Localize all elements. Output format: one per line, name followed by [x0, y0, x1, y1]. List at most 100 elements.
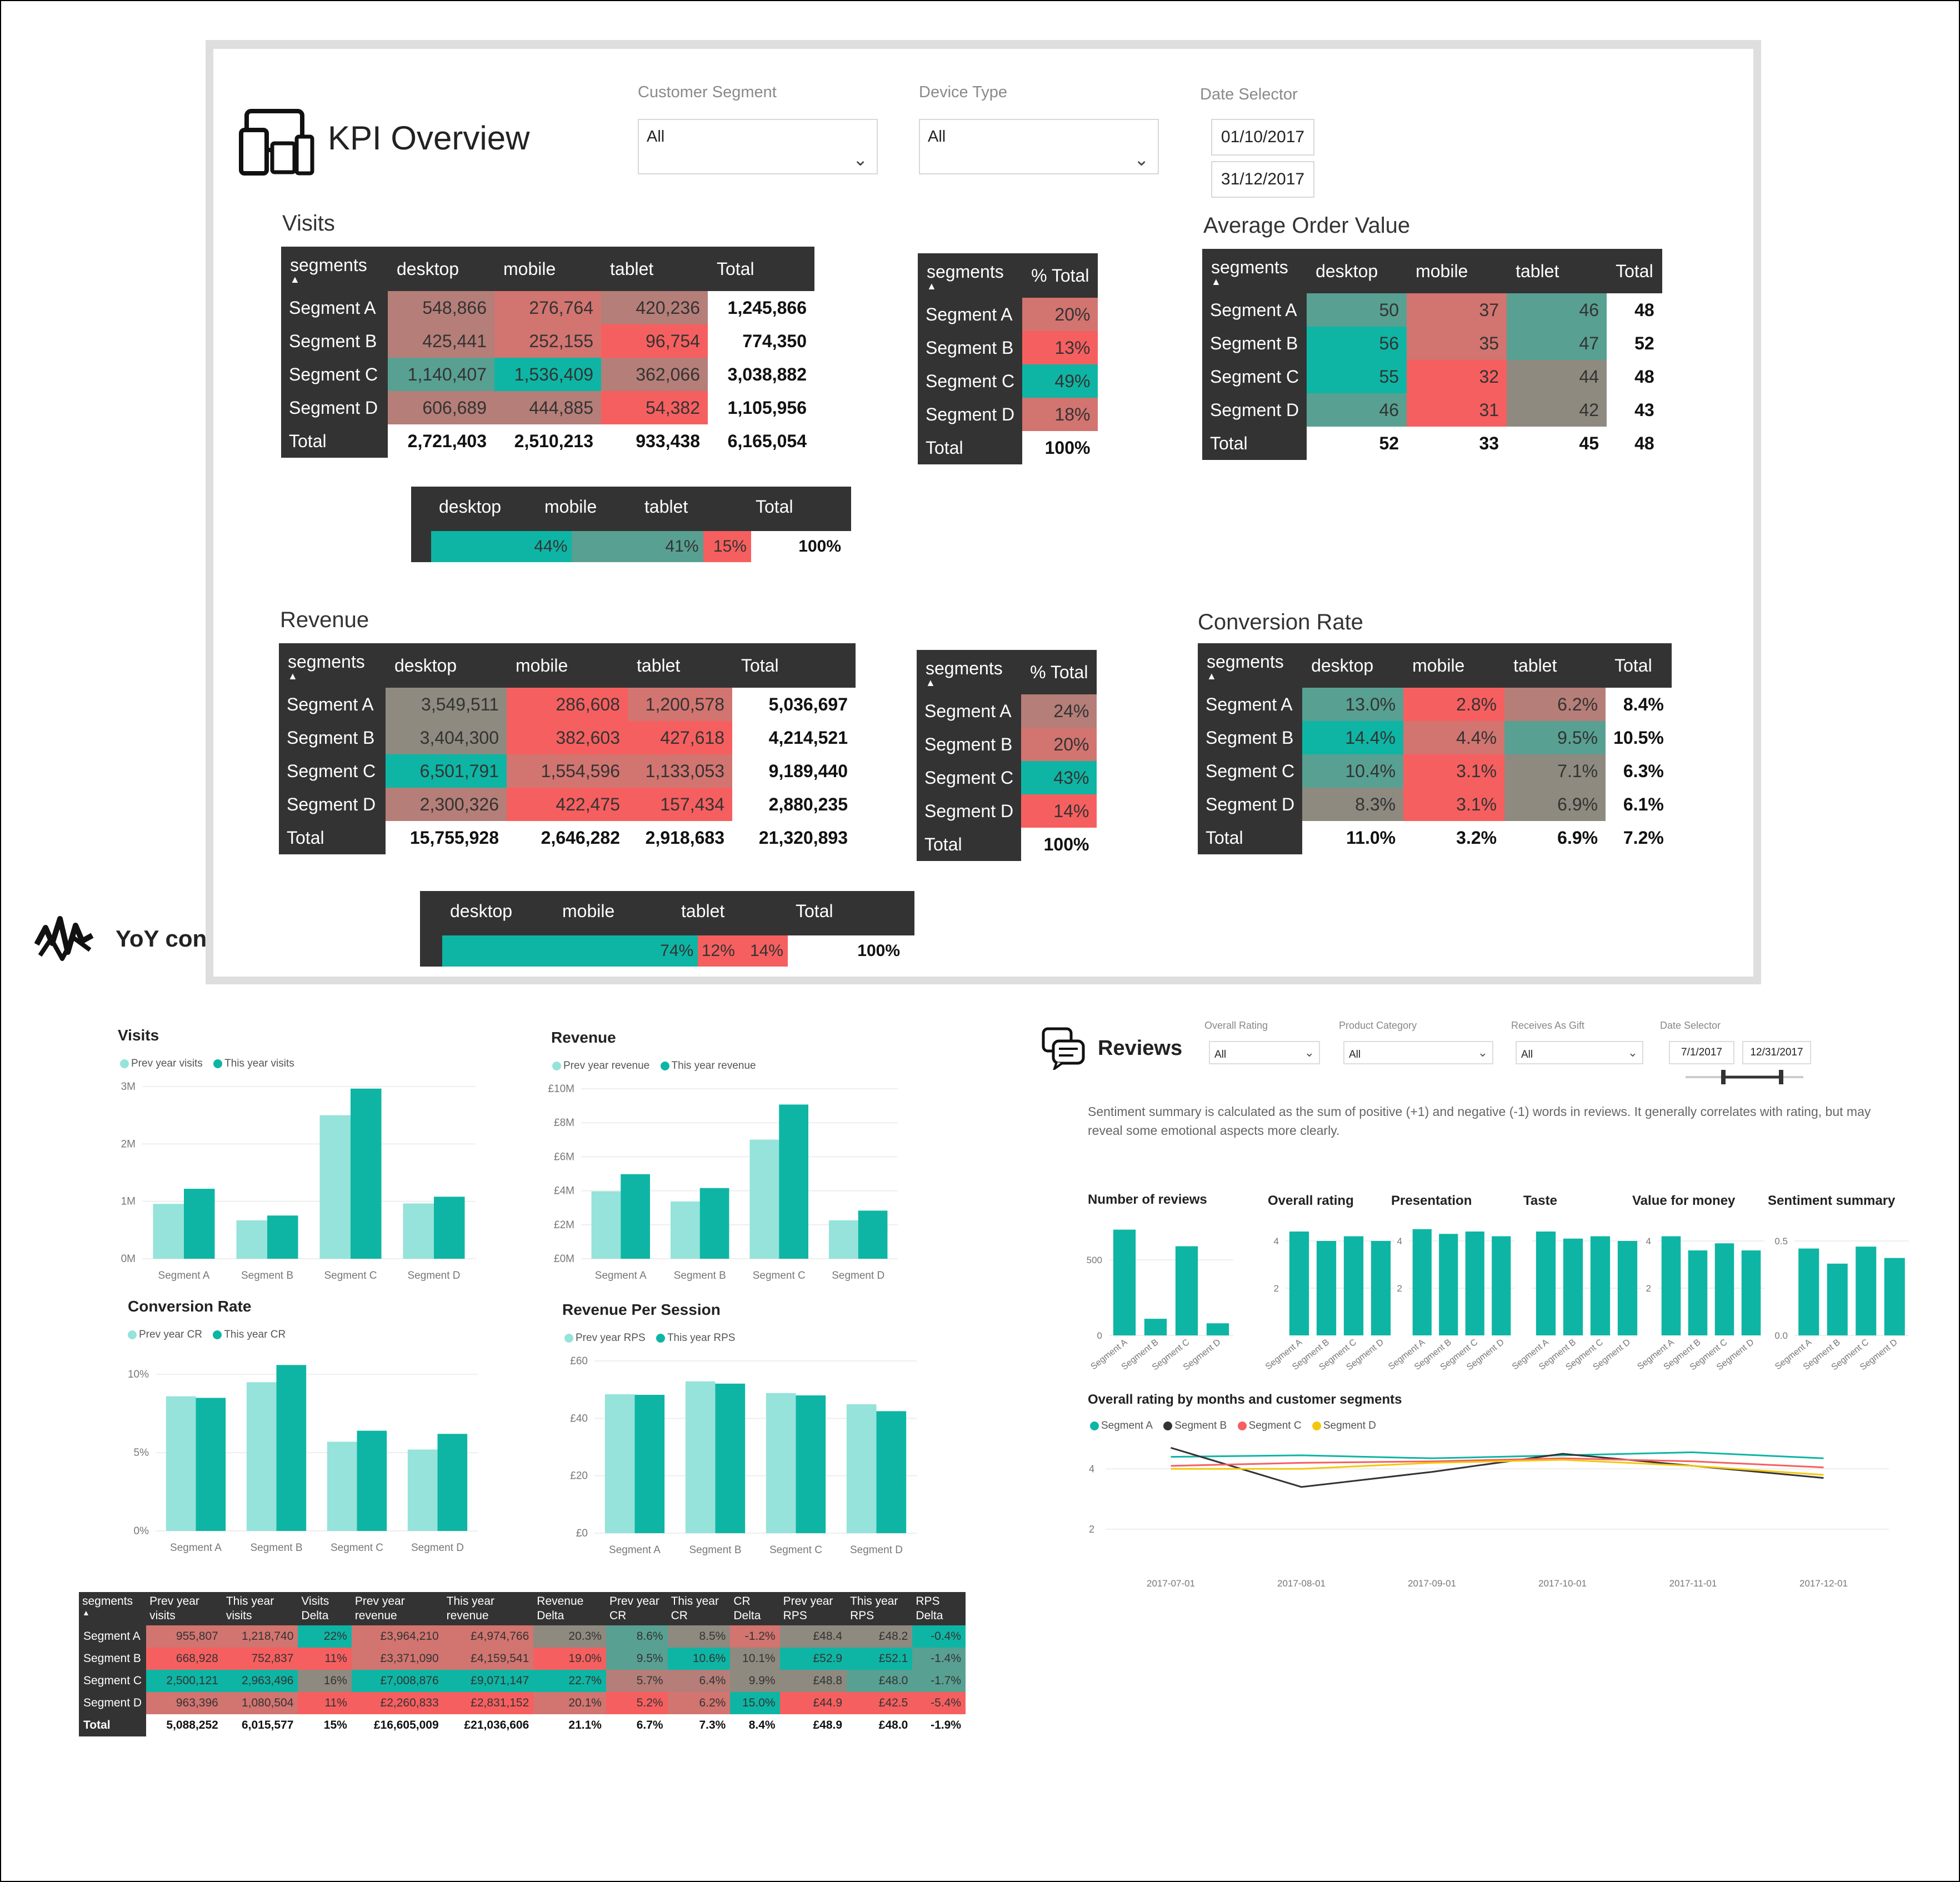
slider-handle-end[interactable]	[1779, 1070, 1783, 1084]
col-header[interactable]: segments	[288, 651, 365, 672]
sort-asc-icon[interactable]: ▲	[927, 280, 937, 292]
receives-as-gift-dropdown[interactable]: All ⌄	[1516, 1041, 1643, 1064]
bar[interactable]	[1206, 1323, 1229, 1335]
bar[interactable]	[1536, 1232, 1556, 1335]
col-header[interactable]: tablet	[601, 247, 708, 291]
col-header[interactable]: desktop	[386, 643, 507, 688]
bar[interactable]	[685, 1381, 716, 1533]
series-line[interactable]	[1171, 1451, 1824, 1459]
legend-item[interactable]: Segment C	[1237, 1420, 1302, 1431]
legend-item[interactable]: Prev year visits	[120, 1058, 203, 1069]
col-header[interactable]: Prev year visits	[146, 1592, 223, 1625]
bar[interactable]	[876, 1411, 907, 1533]
sort-asc-icon[interactable]: ▲	[926, 677, 936, 688]
legend-item[interactable]: Prev year revenue	[552, 1060, 649, 1072]
col-header[interactable]: desktop	[388, 247, 494, 291]
bar[interactable]	[1439, 1234, 1458, 1335]
sort-asc-icon[interactable]: ▲	[288, 670, 298, 682]
col-header[interactable]: mobile	[1407, 249, 1507, 293]
col-header[interactable]: segments	[1211, 257, 1288, 277]
col-header[interactable]: Total	[1606, 643, 1672, 688]
col-header[interactable]: tablet	[1504, 643, 1606, 688]
bar[interactable]	[796, 1395, 826, 1533]
col-header[interactable]: desktop	[1307, 249, 1407, 293]
col-header[interactable]: tablet	[628, 643, 732, 688]
col-header[interactable]: segments	[290, 254, 367, 275]
bar[interactable]	[437, 1434, 468, 1531]
col-header[interactable]: This year RPS	[847, 1592, 913, 1625]
bar[interactable]	[1144, 1319, 1167, 1335]
bar[interactable]	[1798, 1248, 1819, 1335]
col-header[interactable]: mobile	[507, 643, 628, 688]
legend-item[interactable]: Segment B	[1163, 1420, 1227, 1431]
bar[interactable]	[1371, 1241, 1391, 1335]
bar[interactable]	[327, 1441, 357, 1531]
col-header[interactable]: mobile	[494, 247, 601, 291]
bar[interactable]	[1714, 1243, 1734, 1335]
col-header[interactable]: segments	[926, 658, 1003, 678]
bar[interactable]	[276, 1365, 307, 1531]
col-header[interactable]: Total	[1607, 249, 1662, 293]
bar[interactable]	[434, 1197, 465, 1259]
bar[interactable]	[357, 1430, 387, 1531]
legend-item[interactable]: Segment A	[1090, 1420, 1153, 1431]
device-type-dropdown[interactable]: All ⌄	[919, 119, 1159, 174]
bar[interactable]	[749, 1139, 779, 1259]
bar[interactable]	[403, 1203, 434, 1259]
bar[interactable]	[858, 1210, 888, 1259]
overall-rating-dropdown[interactable]: All ⌄	[1209, 1041, 1320, 1064]
bar[interactable]	[699, 1188, 729, 1259]
legend-item[interactable]: This year RPS	[656, 1332, 735, 1344]
sort-asc-icon[interactable]: ▲	[290, 273, 300, 285]
col-header[interactable]: segments	[1207, 651, 1284, 672]
col-header[interactable]: This year visits	[222, 1592, 298, 1625]
bar[interactable]	[634, 1394, 665, 1533]
bar[interactable]	[766, 1393, 796, 1533]
date-range-slider[interactable]	[1683, 1069, 1806, 1085]
bar[interactable]	[1856, 1247, 1877, 1335]
bar[interactable]	[604, 1394, 635, 1533]
bar[interactable]	[846, 1404, 877, 1533]
col-header[interactable]: Total	[732, 643, 856, 688]
bar[interactable]	[1741, 1250, 1761, 1335]
col-header[interactable]: segments ▲	[79, 1592, 147, 1625]
series-line[interactable]	[1171, 1459, 1824, 1476]
col-header[interactable]: This year CR	[667, 1592, 731, 1625]
bar[interactable]	[1661, 1236, 1681, 1336]
bar[interactable]	[779, 1104, 808, 1259]
bar[interactable]	[319, 1115, 351, 1259]
bar[interactable]	[351, 1088, 382, 1259]
slider-handle-start[interactable]	[1721, 1070, 1726, 1084]
legend-item[interactable]: This year visits	[213, 1058, 294, 1069]
col-header[interactable]: % Total	[1021, 650, 1097, 694]
bar[interactable]	[1688, 1250, 1708, 1335]
col-header[interactable]: Prev year CR	[606, 1592, 668, 1625]
col-header[interactable]: RPS Delta	[912, 1592, 966, 1625]
customer-segment-dropdown[interactable]: All ⌄	[638, 119, 878, 174]
bar[interactable]	[671, 1201, 700, 1259]
col-header[interactable]: Prev year revenue	[351, 1592, 443, 1625]
legend-item[interactable]: Prev year CR	[128, 1329, 202, 1340]
bar[interactable]	[1492, 1236, 1511, 1336]
col-header[interactable]: Total	[708, 247, 814, 291]
start-date-input[interactable]: 01/10/2017	[1211, 119, 1314, 156]
bar[interactable]	[1113, 1229, 1136, 1335]
sort-asc-icon[interactable]: ▲	[82, 1608, 90, 1617]
end-date-input[interactable]: 31/12/2017	[1211, 161, 1314, 198]
rev-end-date-input[interactable]: 12/31/2017	[1742, 1041, 1811, 1064]
sort-asc-icon[interactable]: ▲	[1211, 276, 1221, 287]
col-header[interactable]: desktop	[1302, 643, 1404, 688]
col-header[interactable]: % Total	[1022, 253, 1098, 298]
bar[interactable]	[236, 1220, 268, 1259]
bar[interactable]	[829, 1220, 858, 1259]
bar[interactable]	[407, 1449, 438, 1531]
col-header[interactable]: Visits Delta	[298, 1592, 352, 1625]
col-header[interactable]: Revenue Delta	[533, 1592, 606, 1625]
bar[interactable]	[1827, 1263, 1848, 1335]
bar[interactable]	[1289, 1232, 1309, 1335]
bar[interactable]	[1465, 1232, 1484, 1335]
bar[interactable]	[1617, 1241, 1638, 1335]
legend-item[interactable]: This year revenue	[660, 1060, 756, 1072]
bar[interactable]	[196, 1398, 226, 1531]
product-category-dropdown[interactable]: All ⌄	[1343, 1041, 1493, 1064]
